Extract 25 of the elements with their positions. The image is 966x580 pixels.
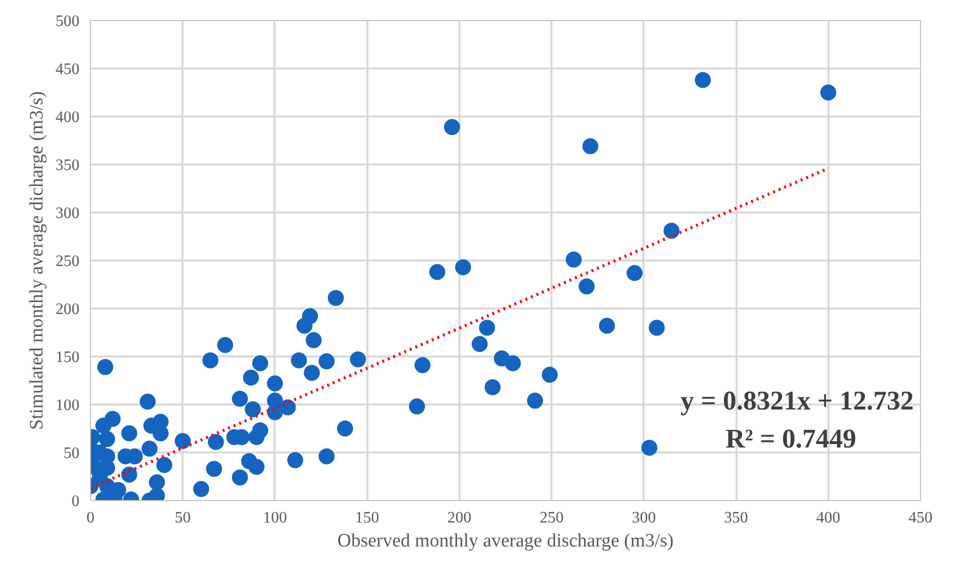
y-tick-label: 50: [64, 445, 80, 462]
x-tick-label: 200: [447, 510, 472, 526]
y-tick-label: 250: [56, 253, 80, 270]
x-tick-label: 350: [724, 510, 748, 526]
y-tick-label: 100: [56, 397, 80, 414]
y-axis-title: Stimulated monthly average dicharge (m3/s): [26, 91, 48, 430]
y-tick-label: 500: [56, 13, 80, 30]
y-tick-label: 300: [56, 205, 80, 222]
x-tick-label: 450: [908, 510, 932, 526]
x-tick-label: 150: [355, 510, 380, 526]
y-tick-label: 200: [56, 301, 80, 318]
x-tick-label: 50: [174, 510, 191, 526]
y-tick-label: 350: [56, 157, 80, 174]
annotation: R² = 0.7449: [726, 424, 856, 454]
x-tick-label: 400: [816, 510, 840, 526]
y-tick-label: 400: [56, 109, 80, 126]
annotation: y = 0.8321x + 12.732: [680, 386, 914, 416]
y-tick-label: 150: [56, 349, 80, 366]
x-tick-label: 0: [86, 510, 94, 526]
y-tick-label: 450: [56, 61, 80, 78]
x-tick-label: 100: [262, 510, 287, 526]
y-tick-label: 0: [72, 493, 80, 510]
x-tick-label: 300: [632, 510, 656, 526]
x-axis-title: Observed monthly average discharge (m3/s): [337, 530, 674, 552]
x-tick-label: 250: [540, 510, 564, 526]
